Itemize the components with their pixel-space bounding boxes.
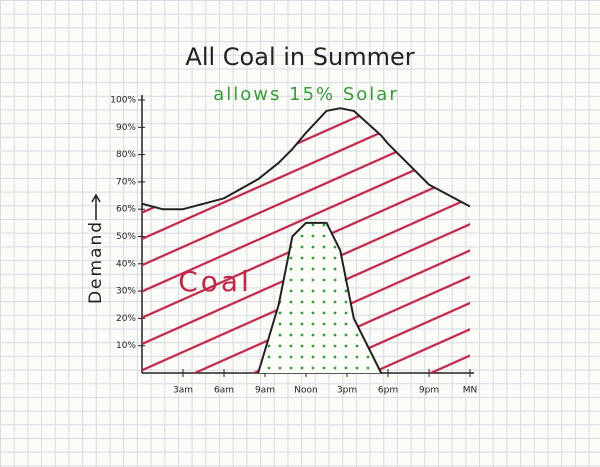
- y-tick-label: 70%: [116, 177, 136, 187]
- y-tick-label: 50%: [116, 232, 136, 242]
- x-tick-label: 9am: [255, 386, 275, 396]
- y-tick-label: 90%: [116, 123, 136, 133]
- y-tick-label: 30%: [116, 287, 136, 297]
- plot: 10% 20% 30% 40% 50% 60% 70% 80% 90% 100% 3am 6am 9am…: [110, 95, 477, 396]
- y-axis-label: Demand: [86, 220, 106, 304]
- x-tick-label: 6am: [214, 386, 234, 396]
- axis-arrow-head: [91, 193, 101, 203]
- y-tick-label: 10%: [116, 341, 136, 351]
- demand-line: [141, 107, 471, 211]
- x-tick-label: MN: [463, 386, 478, 396]
- solar-line: [257, 221, 383, 374]
- x-tick-label: 3pm: [337, 386, 357, 396]
- x-tick-label: Noon: [294, 386, 317, 396]
- y-tick-label: 20%: [116, 314, 136, 324]
- x-tick-label: 9pm: [419, 386, 439, 396]
- chart-title: All Coal in Summer: [185, 43, 414, 71]
- y-tick-label: 100%: [110, 96, 136, 106]
- y-tick-label: 60%: [116, 205, 136, 215]
- chart-subtitle: allows 15% Solar: [213, 84, 398, 105]
- y-tick-label: 80%: [116, 150, 136, 160]
- y-tick-label: 40%: [116, 259, 136, 269]
- x-tick-label: 3am: [173, 386, 193, 396]
- x-tick-label: 6pm: [378, 386, 398, 396]
- solar-area: [258, 222, 382, 373]
- series-label: Coal: [178, 265, 252, 298]
